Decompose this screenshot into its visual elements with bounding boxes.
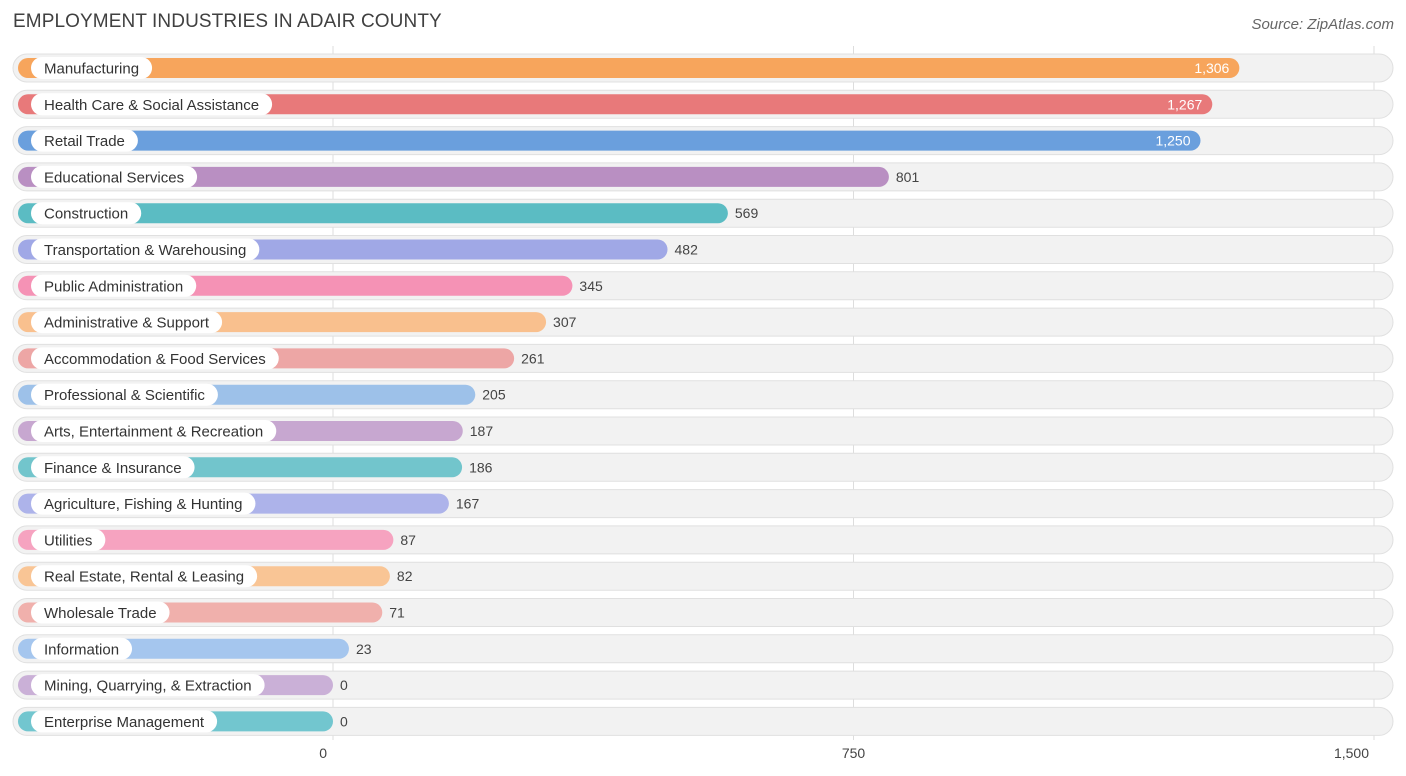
category-label-pill [31, 492, 256, 515]
value-label: 186 [469, 459, 493, 475]
category-label-pill [31, 383, 218, 406]
value-label: 0 [340, 713, 348, 729]
category-label: Health Care & Social Assistance [44, 97, 259, 114]
bar [18, 58, 1240, 78]
value-label: 82 [397, 568, 413, 584]
bar [18, 529, 394, 550]
value-label: 1,250 [1155, 133, 1190, 149]
category-label-pill [31, 57, 153, 79]
value-label: 1,306 [1194, 60, 1229, 76]
category-label: Enterprise Management [44, 714, 205, 731]
category-label: Finance & Insurance [44, 460, 182, 477]
value-label: 801 [896, 169, 920, 185]
category-label: Administrative & Support [44, 315, 210, 332]
value-label: 87 [400, 532, 416, 548]
category-label: Information [44, 641, 119, 658]
category-label: Mining, Quarrying, & Extraction [44, 678, 252, 695]
category-label-pill [31, 129, 138, 152]
category-label: Agriculture, Fishing & Hunting [44, 496, 242, 513]
value-label: 261 [521, 350, 545, 366]
chart-title: EMPLOYMENT INDUSTRIES IN ADAIR COUNTY [13, 11, 442, 32]
row-track [12, 670, 1394, 700]
x-tick-label: 0 [319, 745, 327, 761]
category-label-pill [31, 165, 198, 188]
category-label-pill [31, 601, 170, 624]
value-label: 187 [470, 423, 494, 439]
category-label-pill [31, 93, 273, 116]
category-label-pill [31, 347, 279, 370]
value-label: 23 [356, 641, 372, 657]
category-label-pill [31, 420, 277, 442]
category-label: Construction [44, 206, 128, 223]
category-label-pill [31, 274, 197, 297]
category-label-pill [31, 637, 133, 660]
row-track [12, 634, 1394, 664]
category-label-pill [31, 311, 223, 334]
chart-source: Source: ZipAtlas.com [1251, 16, 1394, 33]
value-label: 71 [389, 605, 405, 621]
category-label-pill [31, 674, 265, 697]
value-label: 307 [553, 314, 577, 330]
bar [18, 94, 1213, 115]
value-label: 1,267 [1167, 96, 1202, 112]
value-label: 345 [579, 278, 603, 294]
row-track [12, 706, 1394, 736]
bar [18, 166, 889, 187]
category-label: Wholesale Trade [44, 605, 157, 622]
value-label: 482 [675, 242, 699, 258]
category-label: Arts, Entertainment & Recreation [44, 424, 263, 441]
value-label: 569 [735, 205, 759, 221]
category-label: Manufacturing [44, 61, 139, 78]
category-label-pill [31, 238, 260, 261]
value-label: 167 [456, 496, 480, 512]
category-label-pill [31, 710, 218, 733]
category-label-pill [31, 456, 195, 479]
category-label: Real Estate, Rental & Leasing [44, 569, 244, 586]
category-label: Educational Services [44, 169, 184, 186]
bar [18, 203, 728, 224]
category-label-pill [31, 528, 106, 551]
category-label-pill [31, 202, 142, 225]
category-label-pill [31, 565, 258, 588]
category-label: Utilities [44, 532, 92, 549]
category-label: Accommodation & Food Services [44, 351, 266, 368]
x-tick-label: 750 [842, 745, 866, 761]
category-label: Transportation & Warehousing [44, 242, 246, 259]
x-tick-label: 1,500 [1334, 745, 1369, 761]
category-label: Professional & Scientific [44, 387, 205, 404]
value-label: 0 [340, 677, 348, 693]
category-label: Retail Trade [44, 133, 125, 150]
bar [18, 130, 1201, 151]
value-label: 205 [482, 387, 506, 403]
category-label: Public Administration [44, 278, 183, 295]
